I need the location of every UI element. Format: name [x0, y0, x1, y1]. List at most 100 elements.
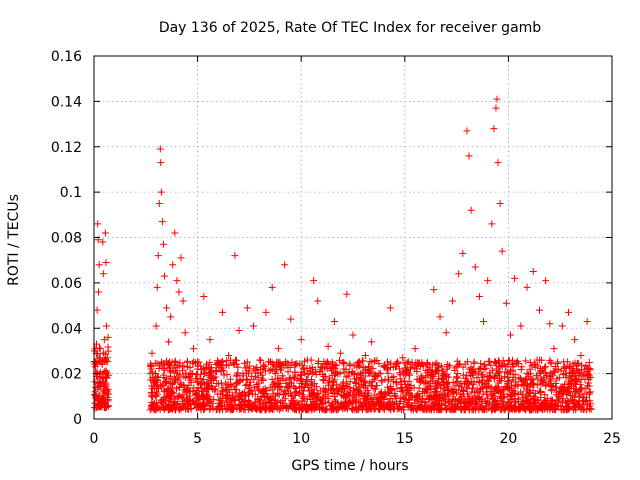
band-point [522, 392, 530, 400]
band-point [552, 383, 560, 391]
band-point [332, 398, 340, 406]
data-point [459, 249, 467, 257]
band-point [101, 398, 109, 406]
data-point [471, 263, 479, 271]
band-point [404, 401, 412, 409]
data-point [585, 372, 593, 380]
band-point [468, 384, 476, 392]
data-point [380, 363, 388, 371]
band-point [586, 397, 594, 405]
band-point [160, 371, 168, 379]
band-point [360, 393, 368, 401]
band-point [104, 343, 112, 351]
band-point [381, 375, 389, 383]
x-axis-label: GPS time / hours [291, 458, 408, 474]
band-point [392, 378, 400, 386]
band-point [94, 401, 102, 409]
band-point [546, 406, 554, 414]
data-point [175, 288, 183, 296]
band-point [318, 395, 326, 403]
band-point [487, 383, 495, 391]
y-tick-label: 0.06 [51, 276, 82, 292]
band-point [343, 390, 351, 398]
data-point [424, 361, 432, 369]
band-point [295, 400, 303, 408]
band-point [339, 378, 347, 386]
band-point [298, 405, 306, 413]
data-point [492, 104, 500, 112]
band-point [464, 381, 472, 389]
band-point [562, 364, 570, 372]
data-point [455, 270, 463, 278]
band-point [391, 401, 399, 409]
band-point [265, 367, 273, 375]
band-point [275, 406, 283, 414]
y-axis: 0 0.02 0.04 0.06 0.08 0.1 0.12 0.14 0.16 [51, 49, 612, 428]
band-point [291, 373, 299, 381]
band-point [581, 398, 589, 406]
band-point [153, 373, 161, 381]
band-point [396, 394, 404, 402]
band-point [424, 372, 432, 380]
band-point [295, 389, 303, 397]
band-point [459, 371, 467, 379]
band-point [361, 378, 369, 386]
band-point [434, 395, 442, 403]
band-point [287, 389, 295, 397]
band-point [274, 375, 282, 383]
band-point [333, 386, 341, 394]
band-point [498, 361, 506, 369]
band-point [297, 372, 305, 380]
band-point [346, 378, 354, 386]
data-point [171, 229, 179, 237]
data-point [218, 308, 226, 316]
band-point [434, 379, 442, 387]
band-point [511, 371, 519, 379]
band-point [253, 363, 261, 371]
band-point [439, 375, 447, 383]
band-point [247, 403, 255, 411]
band-point [435, 405, 443, 413]
band-point [351, 379, 359, 387]
band-point [550, 367, 558, 375]
band-point [486, 399, 494, 407]
band-point [253, 383, 261, 391]
band-point [555, 374, 563, 382]
band-point [309, 397, 317, 405]
band-point [487, 361, 495, 369]
band-point [450, 395, 458, 403]
band-point [268, 386, 276, 394]
y-tick-label: 0.16 [51, 49, 82, 65]
data-point [368, 338, 376, 346]
band-point [431, 388, 439, 396]
band-point [536, 356, 544, 364]
band-point [473, 374, 481, 382]
band-point [213, 368, 221, 376]
data-point [102, 322, 110, 330]
band-point [472, 404, 480, 412]
band-point [425, 406, 433, 414]
band-point [426, 393, 434, 401]
band-point [314, 360, 322, 368]
band-point [368, 395, 376, 403]
band-point [195, 358, 203, 366]
band-point [585, 390, 593, 398]
band-point [217, 399, 225, 407]
band-point [508, 405, 516, 413]
y-tick-label: 0.04 [51, 321, 82, 337]
band-point [273, 382, 281, 390]
band-point [231, 396, 239, 404]
band-point [582, 393, 590, 401]
band-point [408, 401, 416, 409]
band-point [468, 388, 476, 396]
band-point [506, 366, 514, 374]
band-point [433, 366, 441, 374]
band-point [235, 400, 243, 408]
y-tick-label: 0 [73, 412, 82, 428]
band-point [278, 372, 286, 380]
band-point [146, 406, 154, 414]
band-point [497, 394, 505, 402]
band-point [91, 347, 99, 355]
band-point [504, 390, 512, 398]
